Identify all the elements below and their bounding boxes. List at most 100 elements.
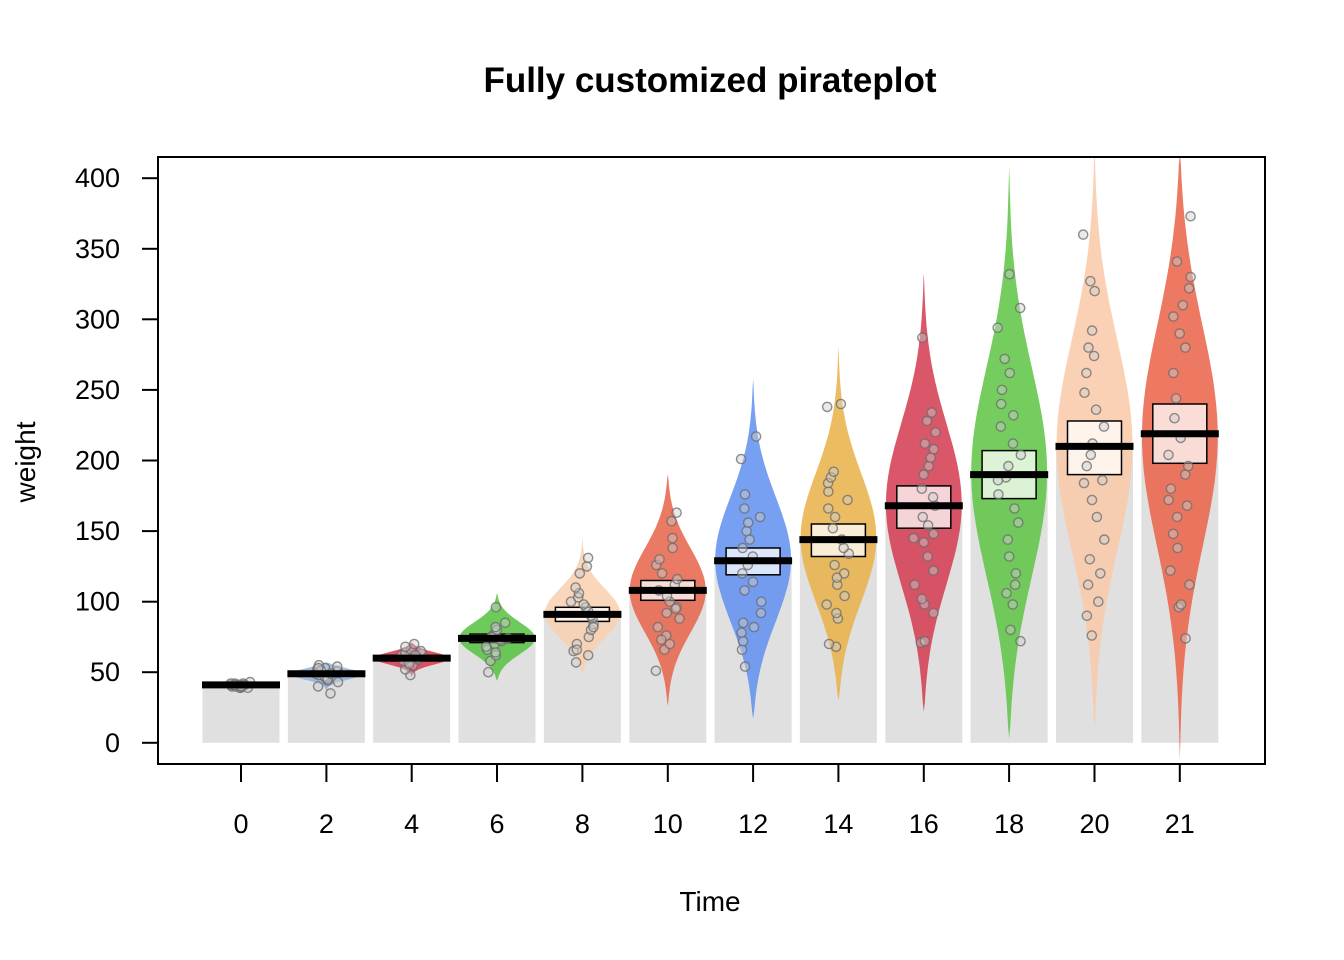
data-point — [739, 585, 750, 596]
data-point — [829, 559, 840, 571]
data-point — [1185, 210, 1196, 222]
data-point — [1015, 449, 1027, 461]
data-point — [1008, 409, 1019, 421]
data-point — [917, 332, 928, 344]
data-point — [325, 688, 336, 699]
data-point — [1171, 256, 1183, 267]
data-point — [1168, 367, 1179, 379]
data-point — [571, 644, 583, 656]
data-point — [916, 593, 928, 605]
x-tick-label: 10 — [653, 809, 683, 839]
data-point — [1081, 367, 1092, 379]
data-point — [664, 596, 676, 608]
data-point — [831, 572, 843, 584]
data-point — [667, 542, 679, 554]
data-point — [1098, 421, 1110, 432]
data-point — [574, 568, 586, 579]
data-point — [1175, 599, 1187, 610]
x-tick-label: 2 — [319, 809, 334, 839]
data-point — [995, 421, 1007, 432]
data-point — [1163, 494, 1174, 506]
data-point — [919, 635, 931, 647]
data-point — [741, 525, 752, 537]
data-point — [588, 621, 599, 633]
data-point — [739, 489, 751, 500]
data-point — [1090, 404, 1102, 416]
data-point — [923, 460, 935, 472]
violin-8 — [544, 538, 621, 673]
data-point — [750, 431, 762, 442]
data-point — [927, 491, 939, 503]
data-point — [482, 666, 494, 678]
data-point — [1081, 460, 1093, 472]
x-tick-label: 4 — [404, 809, 419, 839]
data-point — [480, 641, 492, 653]
data-point — [908, 532, 919, 544]
data-point — [737, 635, 749, 647]
data-point — [1181, 500, 1193, 512]
data-point — [661, 607, 673, 619]
y-tick-label: 250 — [75, 375, 120, 405]
data-point — [1185, 271, 1196, 283]
data-point — [1180, 633, 1191, 644]
data-point — [332, 676, 344, 688]
data-point — [930, 426, 941, 438]
data-point — [1169, 412, 1180, 424]
x-tick-label: 16 — [909, 809, 939, 839]
data-point — [1172, 542, 1183, 554]
data-point — [928, 607, 939, 619]
data-point — [656, 568, 668, 579]
data-point — [921, 415, 933, 427]
data-point — [823, 638, 835, 650]
data-point — [582, 650, 594, 661]
data-point — [839, 590, 850, 602]
data-point — [742, 517, 754, 528]
y-tick-label: 400 — [75, 163, 120, 193]
data-point — [1014, 302, 1026, 314]
data-point — [1013, 517, 1024, 528]
data-point — [1084, 554, 1096, 565]
data-point — [400, 641, 411, 653]
x-tick-label: 14 — [823, 809, 853, 839]
data-point — [992, 322, 1004, 334]
data-point — [490, 621, 501, 633]
data-point — [1177, 299, 1189, 311]
data-point — [928, 443, 940, 455]
data-point — [835, 398, 847, 410]
data-point — [1010, 568, 1022, 579]
data-point — [1097, 474, 1108, 486]
data-point — [1183, 460, 1194, 472]
data-point — [1083, 342, 1094, 353]
data-point — [909, 579, 921, 591]
data-point — [1077, 229, 1089, 240]
data-point — [737, 617, 749, 629]
data-point — [312, 681, 324, 692]
data-point — [1167, 528, 1179, 540]
data-point — [1086, 325, 1098, 336]
data-point — [1165, 565, 1176, 576]
data-point — [1001, 587, 1012, 599]
x-tick-label: 21 — [1165, 809, 1195, 839]
data-point — [1082, 579, 1094, 591]
data-point — [822, 477, 834, 489]
data-point — [671, 507, 682, 519]
data-point — [916, 483, 928, 495]
data-point — [736, 627, 747, 639]
data-point — [823, 503, 834, 514]
data-point — [747, 576, 759, 588]
y-tick-label: 0 — [105, 728, 120, 758]
data-point — [754, 511, 766, 523]
data-point — [993, 489, 1004, 500]
data-point — [928, 528, 939, 540]
y-axis: 0 50 100 150 200 250 300 350 400 — [75, 163, 158, 758]
data-point — [1015, 635, 1026, 647]
data-point — [1086, 494, 1098, 506]
data-point — [748, 621, 760, 633]
y-tick-label: 200 — [75, 446, 120, 476]
data-point — [1095, 568, 1106, 579]
data-point — [831, 607, 842, 619]
data-point — [1081, 610, 1093, 622]
data-point — [1099, 534, 1110, 545]
data-point — [570, 582, 581, 593]
